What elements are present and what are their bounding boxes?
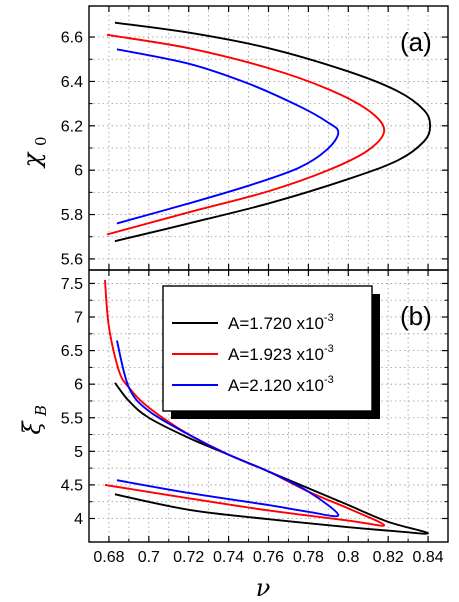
x-tick-label: 0.72 xyxy=(173,549,204,566)
panel-a-label: (a) xyxy=(400,27,432,57)
panel-b-series-1-line xyxy=(114,382,430,535)
panel-a-ylabel: χ xyxy=(18,151,46,169)
y-tick-label: 4.5 xyxy=(61,477,83,494)
legend-label: A=1.720 x10-3 xyxy=(228,312,334,333)
x-tick-label: 0.8 xyxy=(337,549,359,566)
panel-a-grid xyxy=(89,6,448,270)
x-tick-label: 0.82 xyxy=(373,549,404,566)
y-tick-label: 6.4 xyxy=(61,74,83,91)
y-tick-label: 6.2 xyxy=(61,118,83,135)
panel-b-x-ticks: 0.68 0.7 0.72 0.74 0.76 0.78 0.8 0.82 0.84 xyxy=(93,549,443,566)
panel-b-series-3-line xyxy=(116,340,340,518)
y-tick-label: 7 xyxy=(74,310,83,327)
panel-b-ylabel: ξ xyxy=(18,420,46,435)
x-tick-label: 0.76 xyxy=(253,549,284,566)
panel-b-ylabel-subscript: B xyxy=(32,405,50,417)
y-tick-label: 4 xyxy=(74,511,83,528)
panel-a-series-3-line xyxy=(116,48,340,225)
panel-b-xlabel: ν xyxy=(256,574,271,602)
x-tick-label: 0.78 xyxy=(293,549,324,566)
panel-b: 4 4.5 5 5.5 6 6.5 7 7.5 0.68 0.7 0.72 0.74 0.76 0.78… xyxy=(18,269,449,602)
panel-a-series xyxy=(106,21,431,243)
panel-a-y-axis-title: χ 0 xyxy=(18,136,50,169)
panel-b-y-axis-title: ξ B xyxy=(18,405,50,435)
y-tick-label: 5.5 xyxy=(61,410,83,427)
panel-a-y-ticks: 5.6 5.8 6 6.2 6.4 6.6 xyxy=(61,6,448,270)
legend-entries: A=1.720 x10-3 A=1.923 x10-3 A=2.120 x10-3 xyxy=(172,312,334,395)
legend-label: A=1.923 x10-3 xyxy=(228,343,334,364)
panel-b-series xyxy=(104,279,430,535)
legend-box xyxy=(162,285,373,412)
panel-b-label: (b) xyxy=(400,301,432,331)
y-tick-label: 6 xyxy=(74,163,83,180)
y-tick-label: 6 xyxy=(74,377,83,394)
panel-a-series-1-line xyxy=(114,21,431,243)
panel-a-ylabel-subscript: 0 xyxy=(32,136,50,146)
x-tick-label: 0.68 xyxy=(93,549,124,566)
x-tick-label: 0.84 xyxy=(412,549,443,566)
x-tick-label: 0.7 xyxy=(138,549,160,566)
y-tick-label: 6.6 xyxy=(61,30,83,47)
panel-a: 5.6 5.8 6 6.2 6.4 6.6 (a) χ 0 xyxy=(18,5,449,271)
panel-b-y-ticks: 4 4.5 5 5.5 6 6.5 7 7.5 xyxy=(61,270,448,542)
y-tick-label: 5.6 xyxy=(61,251,83,268)
legend-label: A=2.120 x10-3 xyxy=(228,374,334,395)
x-tick-label: 0.74 xyxy=(213,549,244,566)
y-tick-label: 6.5 xyxy=(61,343,83,360)
panel-a-series-2-line xyxy=(106,33,386,236)
legend: A=1.720 x10-3 A=1.923 x10-3 A=2.120 x10-3 xyxy=(162,285,380,419)
y-tick-label: 5 xyxy=(74,444,83,461)
y-tick-label: 7.5 xyxy=(61,276,83,293)
y-tick-label: 5.8 xyxy=(61,207,83,224)
